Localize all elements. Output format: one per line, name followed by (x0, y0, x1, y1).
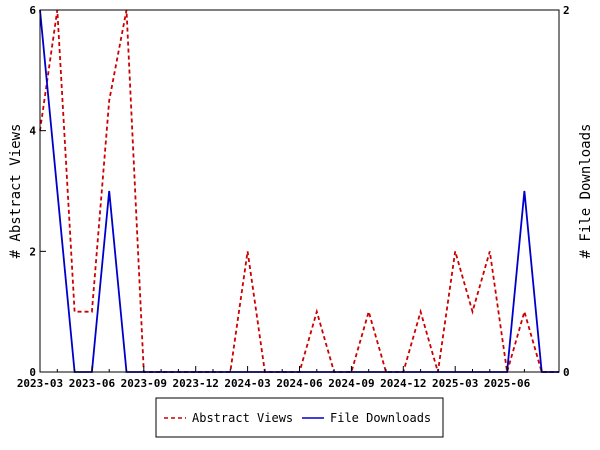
legend: Abstract Views File Downloads (155, 397, 444, 438)
y-left-tick-label: 6 (29, 4, 36, 17)
x-tick-label: 2023-03 (17, 377, 63, 390)
x-tick-label: 2024-03 (224, 377, 270, 390)
ticks-layer: 2023-03 2023-06 2023-09 2023-12 2024-03 2024-… (17, 4, 570, 390)
y-right-tick-label: 0 (563, 366, 570, 379)
x-tick-label: 2024-12 (380, 377, 426, 390)
y-left-tick-label: 0 (29, 366, 36, 379)
x-tick-label: 2023-09 (121, 377, 167, 390)
x-tick-label: 2024-09 (328, 377, 374, 390)
x-tick-label: 2023-06 (69, 377, 116, 390)
legend-box (155, 397, 444, 438)
y-left-tick-label: 4 (29, 125, 36, 138)
y-right-axis-title: # File Downloads (578, 124, 594, 259)
x-tick-label: 2024-06 (276, 377, 323, 390)
y-left-tick-label: 2 (29, 245, 36, 258)
y-left-axis-title: # Abstract Views (8, 124, 24, 259)
x-tick-label: 2025-03 (432, 377, 478, 390)
x-tick-label: 2023-12 (173, 377, 219, 390)
x-tick-label: 2025-06 (484, 377, 531, 390)
legend-label-abstract-views: Abstract Views (192, 411, 293, 425)
y-right-tick-label: 2 (563, 4, 570, 17)
legend-label-file-downloads: File Downloads (330, 411, 431, 425)
